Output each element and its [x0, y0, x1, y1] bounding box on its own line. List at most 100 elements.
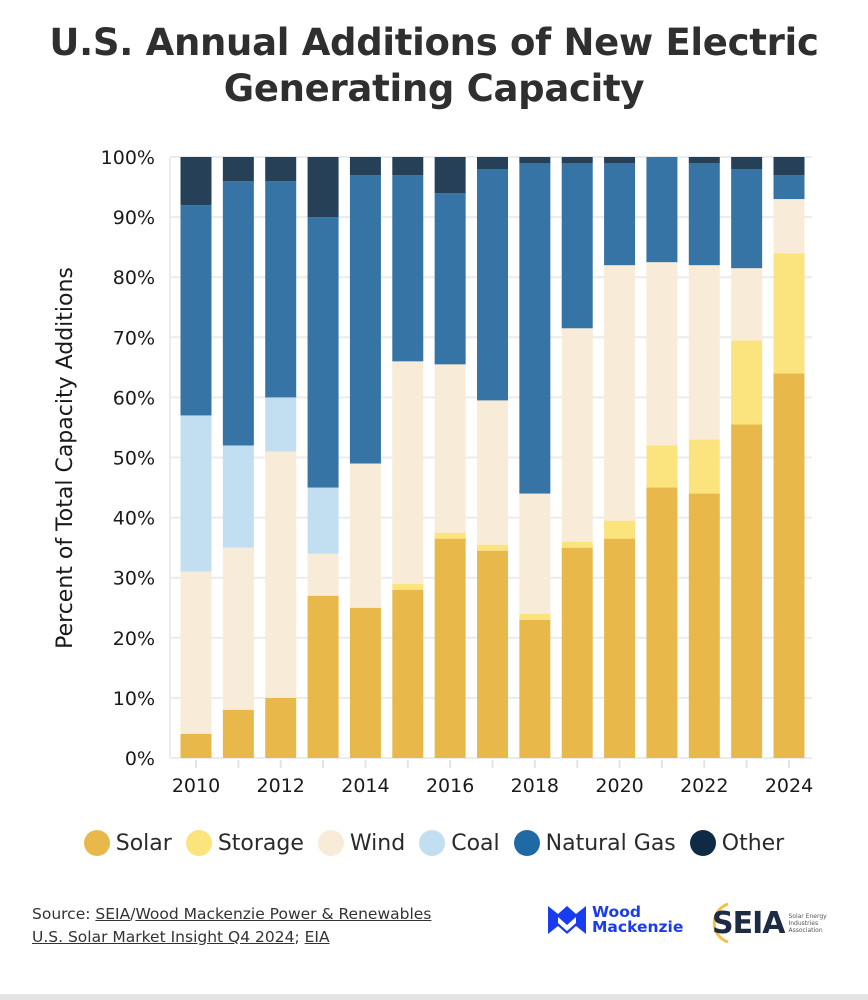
bar-segment-other: [731, 157, 763, 170]
x-tick-label: 2012: [257, 775, 305, 797]
bar-segment-other: [349, 157, 381, 176]
bar-segment-solar: [604, 538, 636, 758]
legend-item-storage: Storage: [185, 830, 304, 856]
bar-segment-wind: [477, 400, 508, 545]
legend-item-other: Other: [689, 830, 785, 856]
seia-logo: SEIA Solar Energy Industries Association: [706, 902, 827, 944]
source-link-eia[interactable]: EIA: [304, 928, 330, 946]
legend-swatch: [317, 830, 344, 856]
seia-sub-3: Association: [788, 926, 823, 934]
x-tick-label: 2022: [680, 775, 728, 797]
legend-swatch: [419, 830, 446, 856]
bar-2020: [604, 157, 636, 758]
bar-segment-storage: [773, 253, 805, 374]
bar-segment-wind: [222, 547, 254, 710]
y-axis-title: Percent of Total Capacity Additions: [53, 267, 78, 649]
bar-segment-solar: [392, 589, 424, 758]
bar-segment-coal: [265, 397, 297, 452]
chart-title: U.S. Annual Additions of New Electric Gen…: [49, 21, 819, 110]
x-tick-label: 2014: [341, 775, 389, 797]
legend-label: Wind: [349, 830, 406, 856]
bar-segment-storage: [731, 340, 763, 425]
bar-segment-other: [265, 157, 297, 182]
bar-2015: [392, 157, 424, 758]
bar-segment-other: [477, 157, 508, 170]
bar-segment-coal: [180, 415, 212, 572]
bar-segment-coal: [222, 445, 254, 548]
bar-segment-natural-gas: [265, 181, 297, 398]
y-tick-label: 10%: [113, 688, 155, 710]
bar-segment-solar: [688, 493, 720, 758]
bar-segment-solar: [477, 550, 508, 758]
legend-label: Storage: [217, 830, 304, 856]
bars: [180, 157, 805, 758]
bar-segment-solar: [561, 547, 593, 758]
y-tick-label: 80%: [113, 267, 155, 289]
bar-segment-other: [561, 157, 593, 164]
source-link-seia[interactable]: SEIA: [95, 905, 131, 923]
bar-segment-wind: [604, 265, 636, 521]
legend-swatch: [689, 830, 716, 856]
bar-segment-solar: [265, 697, 297, 758]
bar-segment-storage: [688, 439, 720, 494]
bar-segment-other: [180, 157, 212, 206]
bar-2014: [349, 157, 381, 758]
source-note: Source: SEIA/Wood Mackenzie Power & Rene…: [32, 903, 431, 949]
bar-segment-wind: [180, 571, 212, 734]
x-tick-label: 2018: [511, 775, 559, 797]
bar-2019: [561, 157, 593, 758]
bar-segment-solar: [731, 424, 763, 758]
bar-segment-natural-gas: [222, 181, 254, 446]
bar-segment-other: [392, 157, 424, 176]
bar-segment-natural-gas: [519, 163, 551, 494]
bar-segment-storage: [434, 532, 466, 539]
bar-segment-other: [307, 157, 339, 218]
bar-segment-storage: [604, 520, 636, 539]
bar-segment-other: [688, 157, 720, 164]
bar-2011: [222, 157, 254, 758]
bar-2017: [477, 157, 508, 758]
legend-swatch: [83, 830, 110, 856]
bar-2022: [688, 157, 720, 758]
bar-segment-natural-gas: [307, 217, 339, 488]
bar-segment-coal: [307, 487, 339, 554]
stacked-bar-chart: 0%10%20%30%40%50%60%70%80%90%100% 2010 20…: [53, 147, 813, 797]
bar-segment-solar: [180, 733, 212, 758]
legend-item-coal: Coal: [419, 830, 500, 856]
y-axis-ticks: 0% 10% 20% 30% 40% 50% 60% 70% 80% 90% 100%: [101, 147, 155, 770]
source-sep: /: [130, 905, 136, 923]
bar-segment-solar: [646, 487, 678, 758]
x-axis-ticks: 2010 2012 2014 2016 2018 2020 2022 2024: [172, 760, 813, 797]
bar-segment-wind: [731, 268, 763, 341]
bar-segment-natural-gas: [180, 205, 212, 416]
bar-segment-natural-gas: [688, 163, 720, 266]
bar-segment-wind: [307, 553, 339, 596]
bar-segment-storage: [477, 544, 508, 551]
bar-segment-natural-gas: [646, 157, 678, 263]
source-link-woodmac[interactable]: Wood Mackenzie Power & Renewables: [135, 905, 432, 923]
bar-2023: [731, 157, 763, 758]
bar-segment-natural-gas: [434, 193, 466, 365]
bar-segment-storage: [646, 445, 678, 488]
bar-segment-wind: [646, 262, 678, 446]
bar-segment-other: [604, 157, 636, 164]
legend-label: Other: [721, 830, 785, 856]
bar-segment-solar: [349, 607, 381, 758]
seia-sun-arc-icon: [712, 902, 729, 944]
source-link-smi[interactable]: U.S. Solar Market Insight Q4 2024: [32, 928, 295, 946]
legend: Solar Storage Wind Coal Natural Gas Other: [0, 830, 868, 856]
seia-sub-2: Industries: [788, 919, 819, 927]
bar-2013: [307, 157, 339, 758]
bar-segment-solar: [773, 373, 805, 758]
bar-segment-solar: [434, 538, 466, 758]
bar-segment-natural-gas: [349, 175, 381, 464]
legend-label: Solar: [115, 830, 172, 856]
y-tick-label: 100%: [101, 147, 155, 169]
bar-segment-solar: [519, 619, 551, 758]
bar-segment-wind: [265, 451, 297, 698]
y-tick-label: 50%: [113, 448, 155, 470]
bar-segment-storage: [392, 583, 424, 590]
bar-segment-other: [773, 157, 805, 176]
legend-item-solar: Solar: [83, 830, 172, 856]
y-tick-label: 70%: [113, 327, 155, 349]
